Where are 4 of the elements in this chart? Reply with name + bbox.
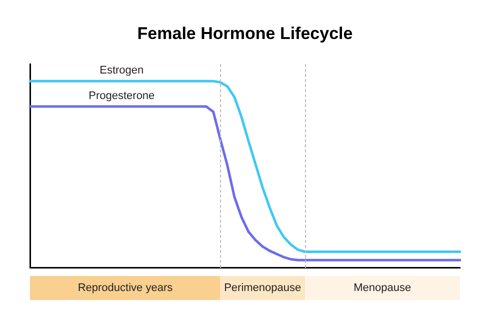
chart-title: Female Hormone Lifecycle: [137, 24, 353, 43]
phase-strip: Reproductive years Perimenopause Menopause: [30, 276, 463, 300]
series-label: Progesterone: [88, 90, 155, 102]
series-label: Estrogen: [100, 64, 144, 77]
